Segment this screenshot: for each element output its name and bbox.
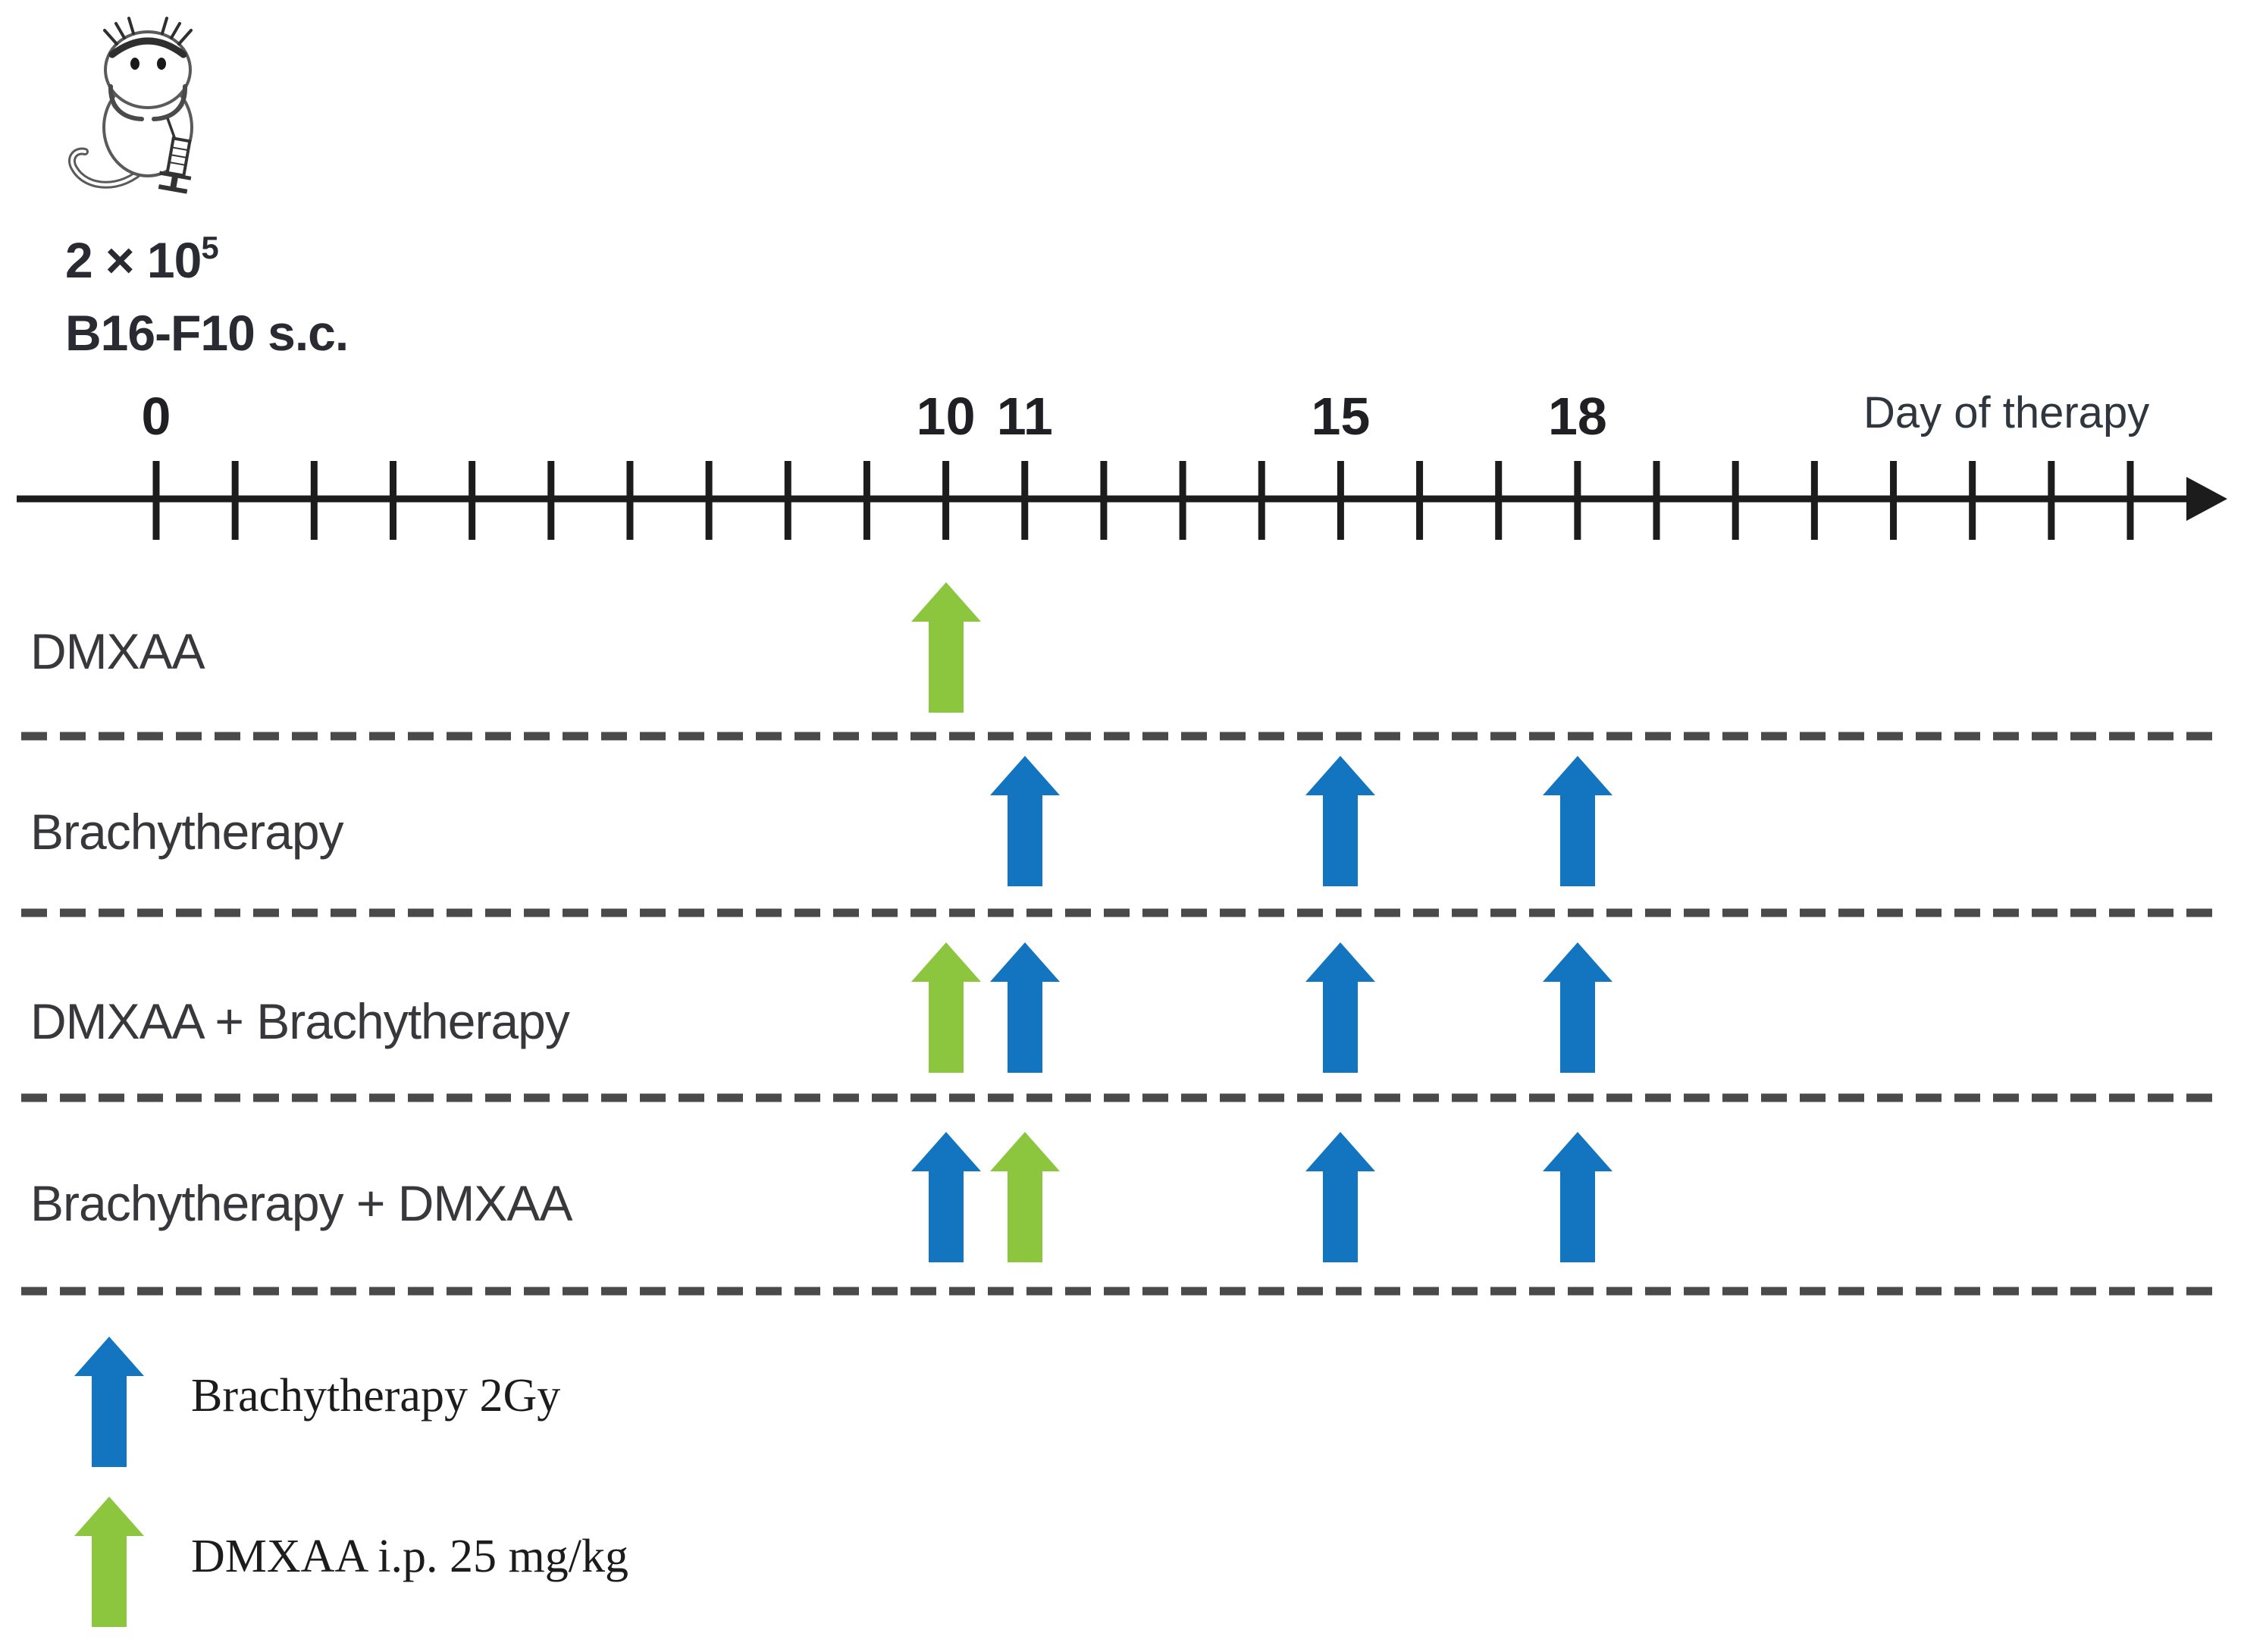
group-label-3: DMXAA + Brachytherapy [30, 993, 570, 1049]
syringe-icon [158, 118, 192, 194]
dmxaa-arrow-icon-day-11 [989, 1132, 1060, 1262]
group-label-1: DMXAA [30, 623, 205, 679]
timeline-arrowhead-icon [2186, 477, 2227, 521]
brachytherapy-arrow-icon-day-11 [989, 942, 1060, 1073]
timeline-axis-label: Day of therapy [1863, 388, 2150, 437]
mouse-head [104, 30, 192, 109]
brachytherapy-arrow-icon-day-15 [1305, 942, 1376, 1073]
brachytherapy-arrow-icon-day-18 [1542, 942, 1612, 1073]
mouse-eye [130, 58, 139, 70]
brachytherapy-arrow-icon-day-11 [989, 756, 1060, 886]
legend-label-dmxaa: DMXAA i.p. 25 mg/kg [191, 1531, 628, 1582]
day-label-10: 10 [916, 387, 976, 446]
inoculation-cell-count: 2 × 105 [65, 229, 219, 288]
brachytherapy-arrow-icon-day-18 [1542, 1132, 1612, 1262]
brachytherapy-arrow-icon-day-18 [1542, 756, 1612, 886]
day-label-11: 11 [996, 387, 1053, 446]
inoculation-cell-line: B16-F10 s.c. [65, 305, 349, 361]
day-label-15: 15 [1311, 387, 1371, 446]
dmxaa-arrow-icon-legend [74, 1497, 144, 1627]
brachytherapy-arrow-icon-day-15 [1305, 1132, 1376, 1262]
mouse-eye [157, 58, 166, 70]
day-label-0: 0 [141, 387, 171, 446]
mouse-fur-tufts [103, 17, 193, 45]
legend-label-brachytherapy: Brachytherapy 2Gy [191, 1370, 561, 1422]
day-label-18: 18 [1547, 387, 1607, 446]
brachytherapy-arrow-icon-day-10 [910, 1132, 981, 1262]
mouse-with-syringe-icon [68, 17, 193, 194]
brachytherapy-arrow-icon-legend [74, 1337, 144, 1467]
brachytherapy-arrow-icon-day-15 [1305, 756, 1376, 886]
group-label-4: Brachytherapy + DMXAA [30, 1175, 572, 1231]
dmxaa-arrow-icon-day-10 [910, 582, 981, 713]
group-label-2: Brachytherapy [30, 804, 344, 860]
exponent: 5 [201, 229, 218, 265]
dmxaa-arrow-icon-day-10 [910, 942, 981, 1073]
